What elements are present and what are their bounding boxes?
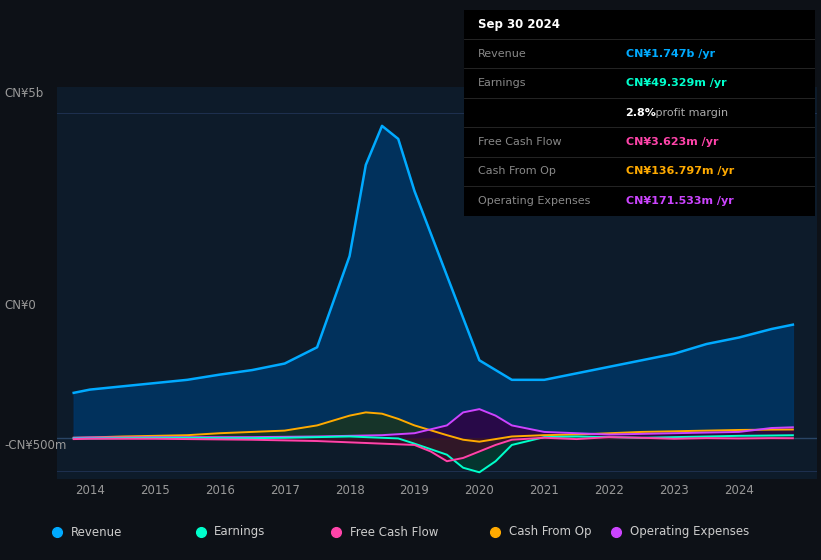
Text: CN¥49.329m /yr: CN¥49.329m /yr [626, 78, 726, 88]
Text: Earnings: Earnings [478, 78, 526, 88]
Text: profit margin: profit margin [652, 108, 728, 118]
Text: CN¥136.797m /yr: CN¥136.797m /yr [626, 166, 734, 176]
Text: CN¥1.747b /yr: CN¥1.747b /yr [626, 49, 714, 59]
Text: CN¥5b: CN¥5b [4, 87, 44, 100]
Text: Free Cash Flow: Free Cash Flow [350, 525, 438, 539]
Text: Cash From Op: Cash From Op [478, 166, 556, 176]
Text: Revenue: Revenue [478, 49, 526, 59]
Text: CN¥0: CN¥0 [4, 298, 36, 312]
Text: Cash From Op: Cash From Op [509, 525, 591, 539]
Text: 2.8%: 2.8% [626, 108, 656, 118]
Text: Free Cash Flow: Free Cash Flow [478, 137, 562, 147]
Text: Earnings: Earnings [214, 525, 265, 539]
Text: Sep 30 2024: Sep 30 2024 [478, 18, 560, 31]
Text: CN¥171.533m /yr: CN¥171.533m /yr [626, 196, 733, 206]
Text: CN¥3.623m /yr: CN¥3.623m /yr [626, 137, 718, 147]
Text: Operating Expenses: Operating Expenses [630, 525, 749, 539]
Text: -CN¥500m: -CN¥500m [4, 438, 67, 452]
Text: Operating Expenses: Operating Expenses [478, 196, 590, 206]
Text: Revenue: Revenue [71, 525, 122, 539]
